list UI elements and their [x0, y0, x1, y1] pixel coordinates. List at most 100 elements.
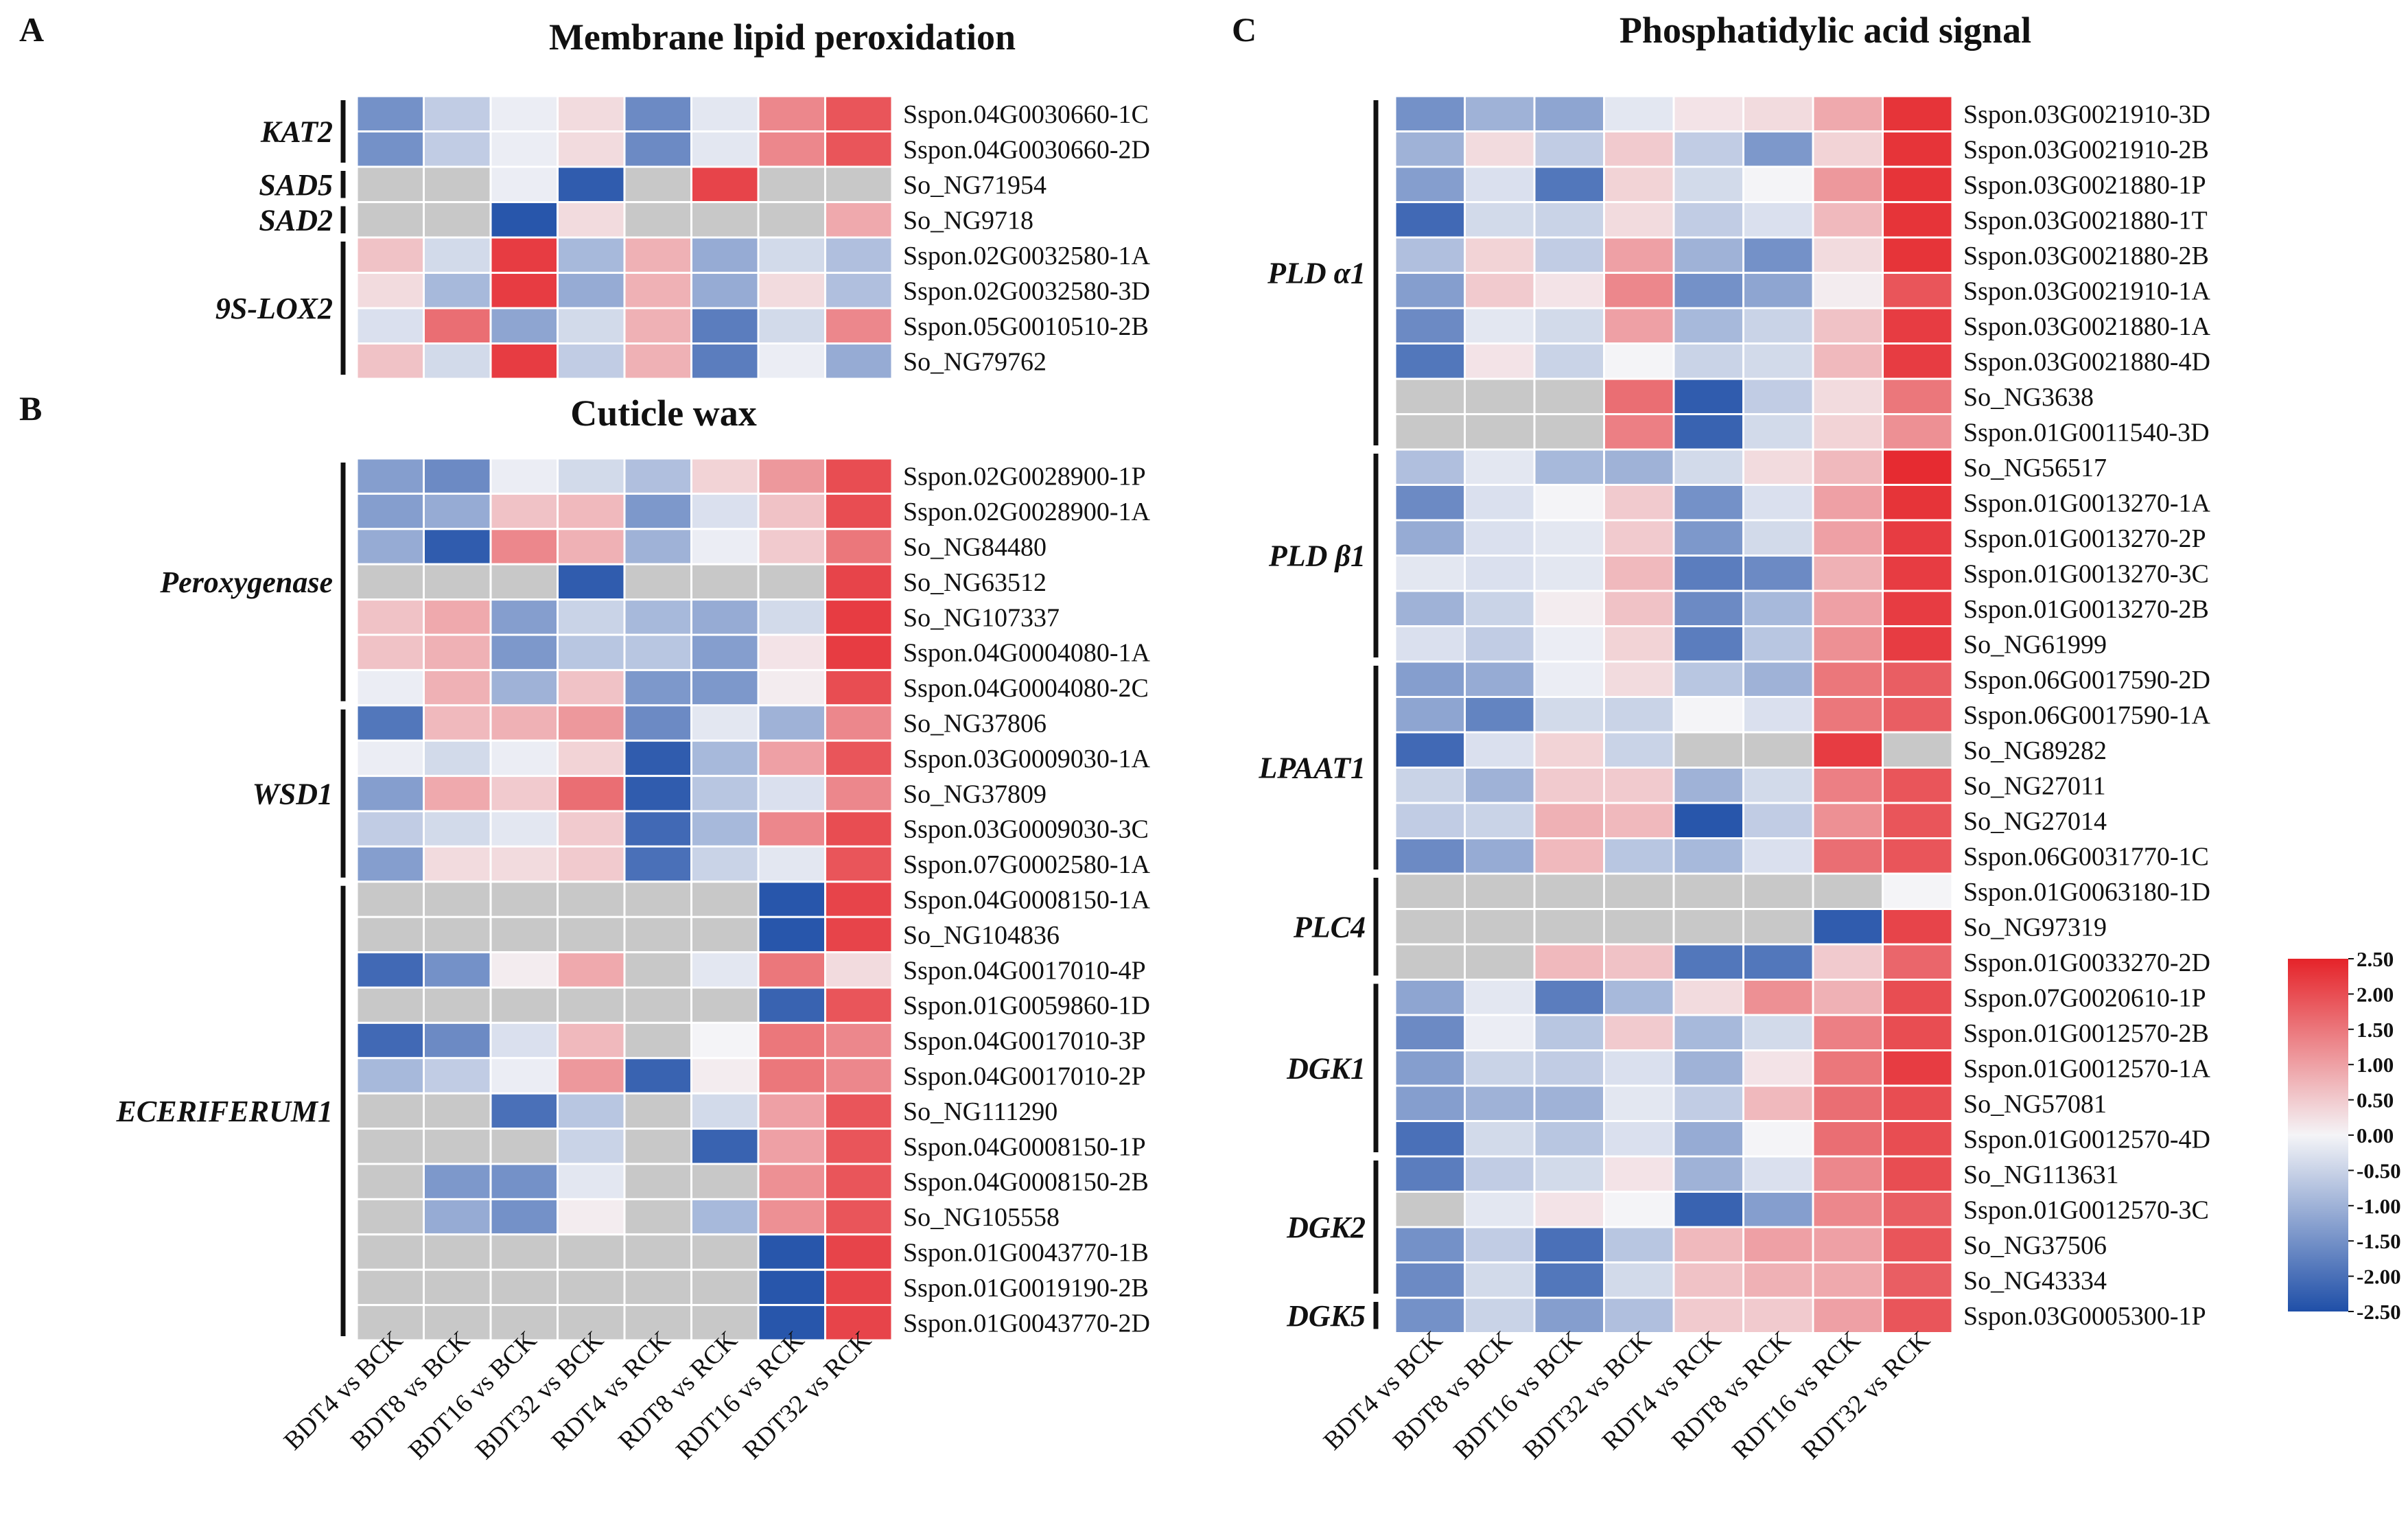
- heatmap-cell: [824, 704, 893, 742]
- heatmap-cell: [1882, 731, 1954, 769]
- heatmap-cell: [355, 916, 425, 954]
- group-label-pld-1: PLD α1: [1267, 257, 1366, 290]
- heatmap-cell: [690, 704, 760, 742]
- heatmap-cell: [1533, 236, 1605, 274]
- heatmap-cell: [757, 1198, 826, 1236]
- heatmap-cell: [355, 1198, 425, 1236]
- heatmap-cell: [1672, 731, 1744, 769]
- heatmap-cell: [355, 165, 425, 203]
- heatmap-cell: [1603, 979, 1675, 1016]
- heatmap-cell: [557, 563, 626, 601]
- group-label-kat2: KAT2: [260, 115, 333, 149]
- heatmap-cell: [1672, 413, 1744, 451]
- heatmap-cell: [355, 598, 425, 636]
- row-label: So_NG61999: [1963, 630, 2107, 659]
- heatmap-cell: [757, 130, 826, 168]
- heatmap-cell: [355, 1092, 425, 1130]
- heatmap-cell: [1742, 519, 1814, 557]
- row-label: Sspon.01G0043770-1B: [903, 1239, 1149, 1268]
- group-label-plc4: PLC4: [1293, 910, 1366, 944]
- heatmap-cell: [1464, 413, 1536, 451]
- heatmap-cell: [1603, 1049, 1675, 1087]
- heatmap-cell: [1882, 377, 1954, 415]
- heatmap-cell: [355, 130, 425, 168]
- heatmap-cell: [690, 633, 760, 671]
- heatmap-cell: [1533, 1296, 1605, 1334]
- heatmap-cell: [1533, 979, 1605, 1016]
- heatmap-cell: [623, 775, 692, 813]
- heatmap-cell: [557, 130, 626, 168]
- heatmap-cell: [757, 739, 826, 778]
- heatmap-cell: [1603, 1084, 1675, 1122]
- heatmap-cell: [1812, 1155, 1884, 1193]
- heatmap-cell: [1533, 95, 1605, 132]
- heatmap-cell: [1742, 272, 1814, 310]
- heatmap-cell: [557, 1268, 626, 1307]
- row-label: So_NG37809: [903, 780, 1047, 808]
- heatmap-cell: [1882, 1014, 1954, 1051]
- heatmap-cell: [1464, 837, 1536, 875]
- heatmap-cell: [1603, 236, 1675, 274]
- heatmap-cell: [1882, 1155, 1954, 1193]
- heatmap-cell: [690, 130, 760, 168]
- heatmap-cell: [623, 563, 692, 601]
- heatmap-cell: [1464, 95, 1536, 132]
- row-label: Sspon.03G0021880-1A: [1963, 312, 2211, 341]
- heatmap-cell: [423, 775, 492, 813]
- heatmap-cell: [1603, 272, 1675, 310]
- panel-b: B Cuticle wax Sspon.02G0028900-1P Sspon.02G…: [19, 389, 1151, 1465]
- heatmap-cell: [690, 810, 760, 848]
- heatmap-cell: [1882, 979, 1954, 1016]
- heatmap-cell: [690, 739, 760, 778]
- heatmap-cell: [757, 201, 826, 239]
- row-label: Sspon.01G0059860-1D: [903, 992, 1150, 1021]
- heatmap-cell: [557, 668, 626, 707]
- heatmap-cell: [623, 845, 692, 883]
- heatmap-cell: [690, 236, 760, 274]
- heatmap-cell: [557, 1304, 626, 1342]
- heatmap-cell: [824, 492, 893, 530]
- heatmap-cell: [423, 1021, 492, 1060]
- heatmap-cell: [489, 1128, 559, 1165]
- row-label: Sspon.04G0017010-3P: [903, 1027, 1146, 1056]
- heatmap-cell: [423, 951, 492, 989]
- heatmap-cell: [557, 1057, 626, 1095]
- heatmap-cell: [489, 951, 559, 989]
- heatmap-cell: [355, 307, 425, 345]
- heatmap-cell: [623, 1268, 692, 1307]
- heatmap-cell: [1882, 236, 1954, 274]
- heatmap-cell: [1742, 95, 1814, 132]
- heatmap-cell: [1672, 1261, 1744, 1299]
- heatmap-cell: [690, 165, 760, 203]
- heatmap-cell: [1742, 837, 1814, 875]
- heatmap-cell: [690, 528, 760, 565]
- heatmap-cell: [623, 986, 692, 1024]
- heatmap-cell: [1464, 979, 1536, 1016]
- heatmap-cell: [1742, 1226, 1814, 1263]
- heatmap-cell: [489, 236, 559, 274]
- heatmap-cell: [1533, 1191, 1605, 1228]
- heatmap-cell: [1533, 837, 1605, 875]
- heatmap-cell: [1394, 448, 1466, 486]
- heatmap-cell: [1742, 872, 1814, 910]
- heatmap-cell: [757, 165, 826, 203]
- heatmap-cell: [1464, 1084, 1536, 1122]
- heatmap-cell: [489, 1198, 559, 1236]
- panel-a: A Membrane lipid peroxidation Sspon.04G003…: [19, 10, 1151, 380]
- heatmap-cell: [1464, 448, 1536, 486]
- heatmap-cell: [1533, 342, 1605, 380]
- heatmap-cell: [489, 130, 559, 168]
- heatmap-cell: [1394, 1226, 1466, 1263]
- row-label: Sspon.01G0012570-3C: [1963, 1196, 2209, 1224]
- heatmap-cell: [1533, 872, 1605, 910]
- scale-tick-label: 1.00: [2357, 1053, 2394, 1077]
- heatmap-cell: [1533, 1014, 1605, 1051]
- heatmap-cell: [489, 810, 559, 848]
- row-label: Sspon.07G0020610-1P: [1963, 983, 2206, 1012]
- heatmap-cell: [1533, 731, 1605, 769]
- heatmap-cell: [1603, 837, 1675, 875]
- row-label: So_NG9718: [903, 206, 1033, 235]
- heatmap-cell: [423, 845, 492, 883]
- heatmap-cell: [1464, 555, 1536, 592]
- heatmap-cell: [1812, 555, 1884, 592]
